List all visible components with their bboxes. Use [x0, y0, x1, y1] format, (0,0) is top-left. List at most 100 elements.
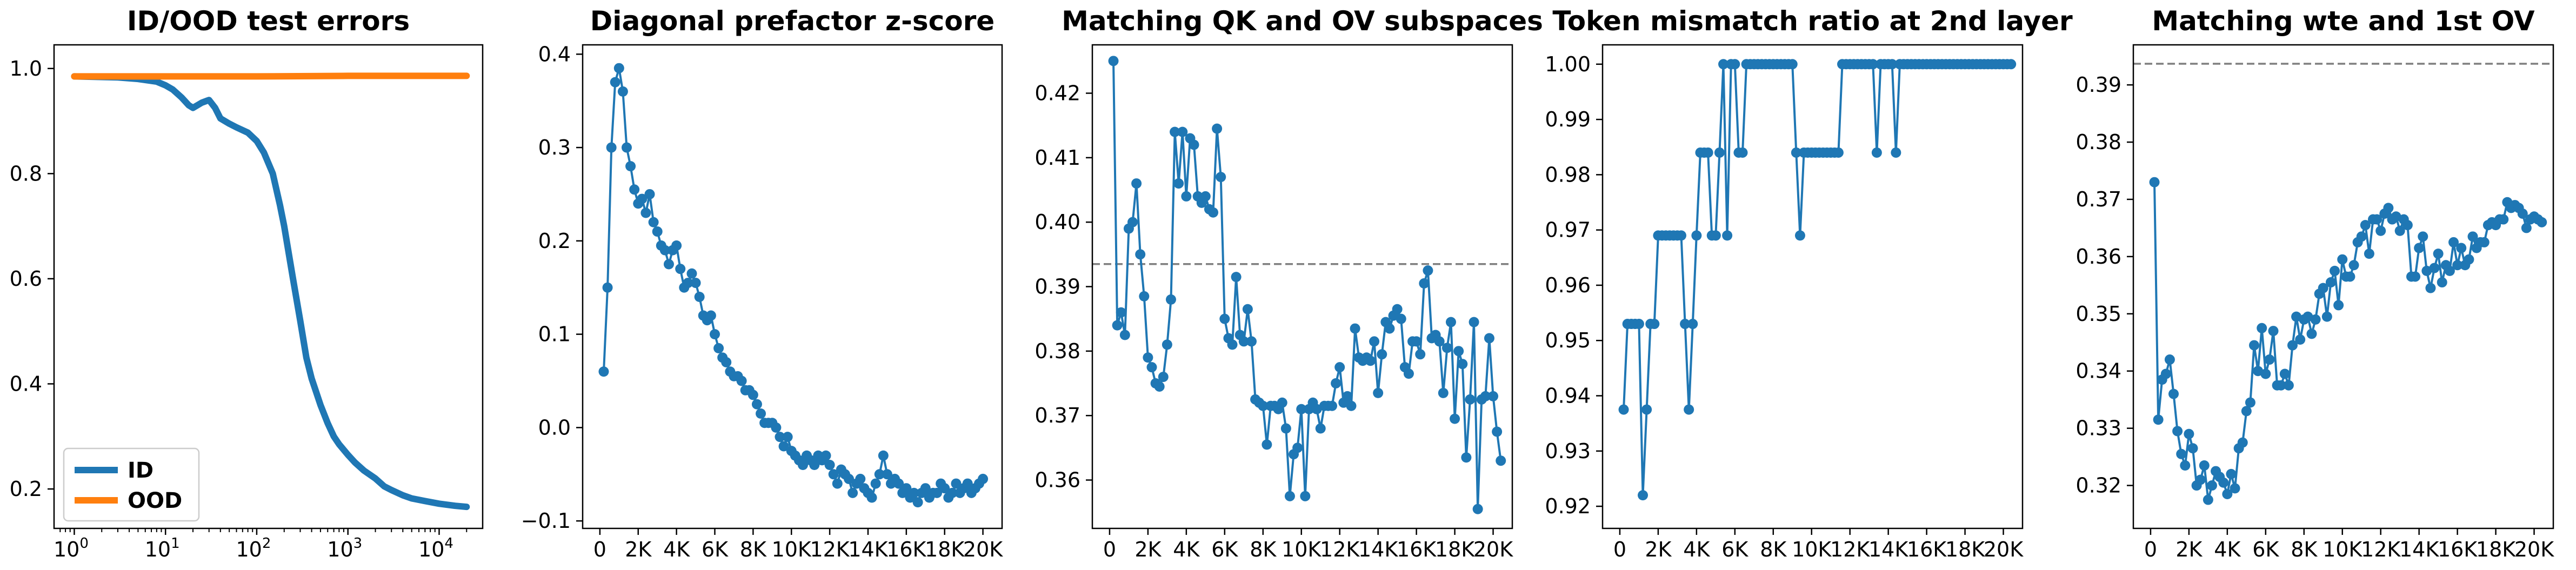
data-point — [2372, 214, 2383, 225]
data-point — [2310, 314, 2321, 325]
data-point — [2348, 260, 2359, 271]
data-point — [824, 460, 835, 471]
data-point — [694, 292, 705, 303]
chart-title: Token mismatch ratio at 2nd layer — [1552, 5, 2073, 37]
data-point — [2230, 483, 2240, 494]
data-point — [644, 189, 655, 199]
data-point — [2321, 311, 2332, 322]
data-point — [2448, 237, 2459, 247]
data-point — [613, 63, 624, 73]
axes-frame — [1601, 44, 2024, 529]
data-point — [1246, 336, 1257, 347]
data-point — [1833, 147, 1844, 158]
data-point — [1292, 442, 1303, 453]
data-point — [2360, 220, 2371, 231]
data-point — [1469, 317, 1479, 327]
x-tick-exponent: 1 — [171, 535, 180, 552]
data-point — [1472, 504, 1483, 514]
data-point — [1718, 59, 1729, 70]
data-point — [1710, 230, 1721, 241]
y-tick-label: 0.92 — [1545, 494, 1591, 518]
data-point — [2479, 237, 2490, 247]
x-tick-label: 2K — [625, 538, 652, 561]
data-point — [690, 278, 701, 289]
x-tick-label: 6K — [1721, 538, 1749, 561]
data-point — [1346, 400, 1357, 411]
x-tick-label: 0 — [593, 538, 606, 561]
data-point — [2456, 243, 2467, 253]
x-tick-label: 8K — [1760, 538, 1787, 561]
data-point — [1365, 356, 1376, 366]
x-tick-label: 6K — [702, 538, 729, 561]
data-point — [709, 329, 720, 340]
x-tick-label: 14K — [848, 538, 888, 561]
x-tick-label: 4K — [663, 538, 690, 561]
x-tick-label: 16K — [2438, 538, 2478, 561]
data-point — [2375, 225, 2386, 236]
data-point — [932, 487, 943, 498]
data-point — [870, 478, 881, 489]
y-tick-label: 0.96 — [1545, 273, 1591, 297]
data-point — [2206, 480, 2217, 491]
data-point — [2245, 397, 2255, 408]
data-point — [2275, 380, 2286, 391]
data-point — [1219, 313, 1230, 324]
x-tick-label: 6K — [2252, 538, 2279, 561]
data-point — [1403, 368, 1414, 379]
data-point — [1423, 265, 1433, 276]
axes-frame — [1091, 44, 1513, 529]
data-point — [1465, 394, 1476, 405]
data-point — [2325, 277, 2336, 288]
data-point — [2176, 448, 2187, 459]
data-point — [1238, 336, 1249, 347]
axes-frame — [2132, 44, 2554, 529]
data-point — [1139, 291, 1150, 301]
data-point — [2318, 283, 2328, 293]
data-point — [1277, 397, 1287, 408]
data-point — [1618, 404, 1629, 415]
x-tick-label: 2K — [2175, 538, 2203, 561]
x-tick-label: 14K — [1868, 538, 1908, 561]
data-point — [2437, 277, 2447, 288]
data-point — [621, 142, 632, 153]
data-point — [1384, 323, 1395, 334]
data-point — [1315, 423, 1326, 434]
x-tick-label: 16K — [886, 538, 926, 561]
data-point — [978, 473, 989, 484]
data-point — [652, 226, 663, 237]
y-tick-label: 0.33 — [2076, 417, 2121, 440]
data-point — [1488, 391, 1499, 401]
data-point — [1177, 126, 1188, 137]
data-point — [2394, 225, 2405, 236]
x-tick-base: 10 — [236, 538, 262, 561]
data-point — [1262, 439, 1272, 450]
series-line-1 — [1623, 63, 2012, 497]
x-tick-label: 12K — [1830, 538, 1870, 561]
data-point — [1722, 230, 1733, 241]
x-tick-label: 10K — [1792, 538, 1832, 561]
data-point — [771, 422, 782, 433]
data-point — [855, 473, 866, 484]
y-tick-label: 0.42 — [1035, 82, 1080, 105]
x-tick-label: 10K — [2323, 538, 2363, 561]
data-point — [2153, 414, 2164, 425]
data-point — [2356, 231, 2367, 242]
data-point — [736, 375, 747, 386]
data-point — [1154, 381, 1165, 392]
y-tick-label: 0.38 — [2076, 130, 2121, 154]
data-point — [1158, 372, 1169, 383]
data-point — [1887, 59, 1898, 70]
x-tick-base: 10 — [145, 538, 171, 561]
data-point — [1867, 59, 1878, 70]
data-point — [1496, 455, 1506, 466]
data-point — [2195, 474, 2206, 485]
data-point — [2226, 468, 2237, 479]
data-point — [2187, 443, 2198, 454]
data-point — [640, 207, 651, 218]
data-point — [2364, 249, 2374, 259]
data-point — [2237, 437, 2248, 448]
data-point — [1116, 307, 1126, 318]
y-tick-label: 0.97 — [1545, 218, 1591, 242]
data-point — [1242, 304, 1253, 314]
